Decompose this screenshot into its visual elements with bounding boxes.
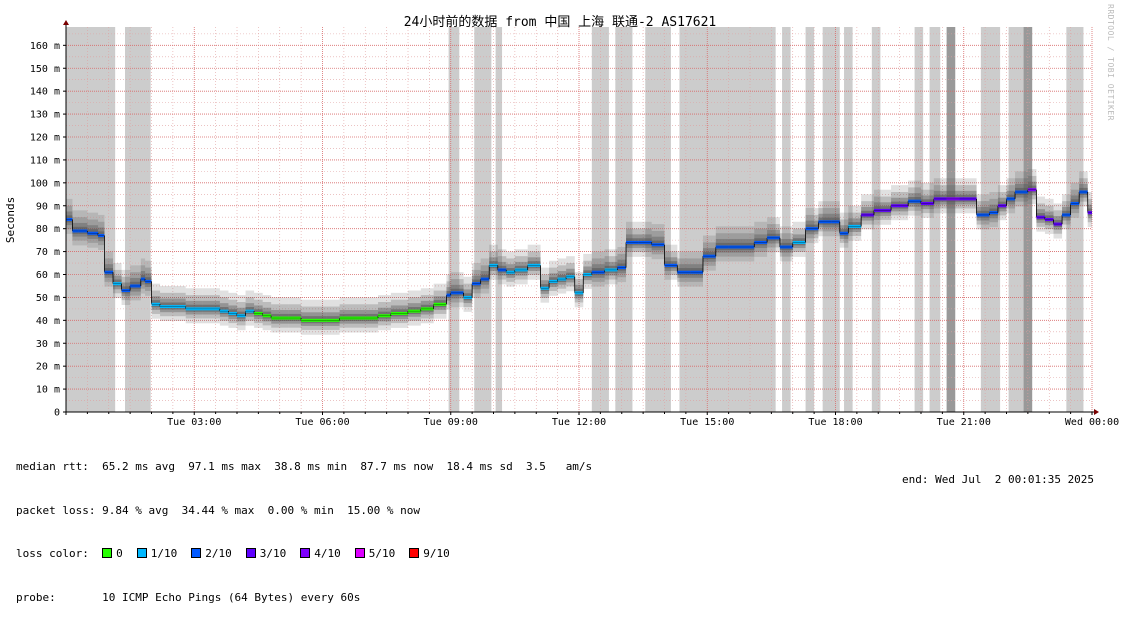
x-tick-label: Tue 12:00 <box>552 417 606 428</box>
latency-chart: 24小时前的数据 from 中国 上海 联通-2 AS17621 Seconds… <box>4 4 1119 428</box>
chart-title: 24小时前的数据 from 中国 上海 联通-2 AS17621 <box>404 14 717 30</box>
rrdtool-watermark: RRDTOOL / TOBI OETIKER <box>1106 4 1115 121</box>
y-tick-label: 110 m <box>30 155 60 166</box>
loss-color-row: loss color: 0 1/10 2/10 3/10 4/10 5/10 9/10 <box>16 547 592 562</box>
legend-item-2: 2/10 <box>191 547 232 560</box>
packet-loss-bar-8 <box>679 27 776 412</box>
median-rtt-values: 65.2 ms avg 97.1 ms max 38.8 ms min 87.7… <box>102 460 593 473</box>
y-tick-label: 120 m <box>30 133 60 144</box>
legend-label: 2/10 <box>205 547 232 560</box>
legend-item-3: 3/10 <box>245 547 287 560</box>
median-rtt-row: median rtt: 65.2 ms avg 97.1 ms max 38.8… <box>16 460 592 475</box>
legend-swatch <box>102 548 113 558</box>
y-tick-label: 150 m <box>30 64 60 75</box>
legend-label: 1/10 <box>150 547 178 560</box>
loss-color-label: loss color: <box>16 547 89 560</box>
packet-loss-bars <box>66 27 1084 412</box>
legend-label: 0 <box>116 547 123 560</box>
x-tick-label: Tue 21:00 <box>937 417 991 428</box>
loss-color-legend: 0 1/10 2/10 3/10 4/10 5/10 9/10 <box>102 547 464 560</box>
legend-swatch <box>354 548 365 558</box>
probe-row: probe: 10 ICMP Echo Pings (64 Bytes) eve… <box>16 591 592 606</box>
y-tick-label: 70 m <box>36 247 60 258</box>
packet-loss-bar-6 <box>615 27 633 412</box>
legend-label: 9/10 <box>423 547 450 560</box>
packet-loss-bar-4 <box>495 27 503 412</box>
packet-loss-bar-17 <box>980 27 1001 412</box>
x-tick-label: Tue 09:00 <box>424 417 478 428</box>
legend-item-1: 1/10 <box>136 547 178 560</box>
legend-item-0: 0 <box>102 547 123 560</box>
packet-loss-bar-10 <box>805 27 815 412</box>
axes <box>63 20 1099 415</box>
stats-block: median rtt: 65.2 ms avg 97.1 ms max 38.8… <box>16 431 592 620</box>
legend-item-6: 9/10 <box>409 547 450 560</box>
y-tick-label: 130 m <box>30 110 60 121</box>
legend-swatch <box>300 548 311 558</box>
y-tick-labels: 0 10 m 20 m 30 m 40 m 50 m 60 m 70 m 80 m 90 m 100… <box>30 41 60 419</box>
legend-label: 4/10 <box>314 547 341 560</box>
legend-swatch <box>191 548 202 558</box>
median-rtt-label: median rtt: <box>16 460 89 473</box>
x-tick-label: Tue 18:00 <box>808 417 862 428</box>
x-tick-labels: Tue 03:00 Tue 06:00 Tue 09:00 Tue 12:00 Tue … <box>167 417 1119 428</box>
y-tick-label: 50 m <box>36 293 60 304</box>
y-tick-label: 90 m <box>36 201 60 212</box>
packet-loss-bar-9 <box>782 27 791 412</box>
packet-loss-bar-3 <box>474 27 492 412</box>
end-time: end: Wed Jul 2 00:01:35 2025 <box>902 473 1095 486</box>
packet-loss-bar-12 <box>844 27 853 412</box>
packet-loss-bar-1 <box>124 27 151 412</box>
median-rtt-line <box>66 188 1092 322</box>
y-tick-label: 10 m <box>36 385 60 396</box>
x-tick-label: Tue 15:00 <box>680 417 734 428</box>
y-tick-label: 140 m <box>30 87 60 98</box>
packet-loss-bar-7 <box>645 27 671 412</box>
x-axis-arrow <box>1094 409 1099 415</box>
grid-minor <box>66 27 1092 412</box>
probe-value: 10 ICMP Echo Pings (64 Bytes) every 60s <box>102 590 361 604</box>
legend-swatch <box>136 548 147 558</box>
packet-loss-label: packet loss: <box>16 503 96 517</box>
x-tick-label: Tue 03:00 <box>167 417 221 428</box>
x-tick-label: Wed 00:00 <box>1065 417 1119 428</box>
packet-loss-bar-13 <box>871 27 881 412</box>
y-axis-label: Seconds <box>4 197 17 243</box>
packet-loss-bar-14 <box>914 27 924 412</box>
legend-swatch <box>409 548 420 558</box>
packet-loss-bar-15 <box>929 27 941 412</box>
y-axis-arrow <box>63 20 69 25</box>
legend-item-4: 4/10 <box>300 547 341 560</box>
packet-loss-bar-2 <box>448 27 460 412</box>
legend-swatch <box>245 548 256 558</box>
legend-label: 3/10 <box>259 547 287 560</box>
y-tick-label: 30 m <box>36 339 60 350</box>
probe-label: probe: <box>16 590 56 604</box>
x-tick-label: Tue 06:00 <box>295 417 349 428</box>
y-tick-label: 80 m <box>36 224 60 235</box>
legend-item-5: 5/10 <box>354 547 396 560</box>
packet-loss-row: packet loss: 9.84 % avg 34.44 % max 0.00… <box>16 504 592 519</box>
y-tick-label: 20 m <box>36 362 60 373</box>
y-tick-label: 160 m <box>30 41 60 52</box>
y-tick-label: 0 <box>54 408 60 419</box>
packet-loss-values: 9.84 % avg 34.44 % max 0.00 % min 15.00 … <box>102 503 420 517</box>
y-tick-label: 100 m <box>30 178 60 189</box>
packet-loss-bar-dark-0 <box>946 27 956 412</box>
y-tick-label: 40 m <box>36 316 60 327</box>
y-tick-label: 60 m <box>36 270 60 281</box>
legend-label: 5/10 <box>368 547 396 560</box>
